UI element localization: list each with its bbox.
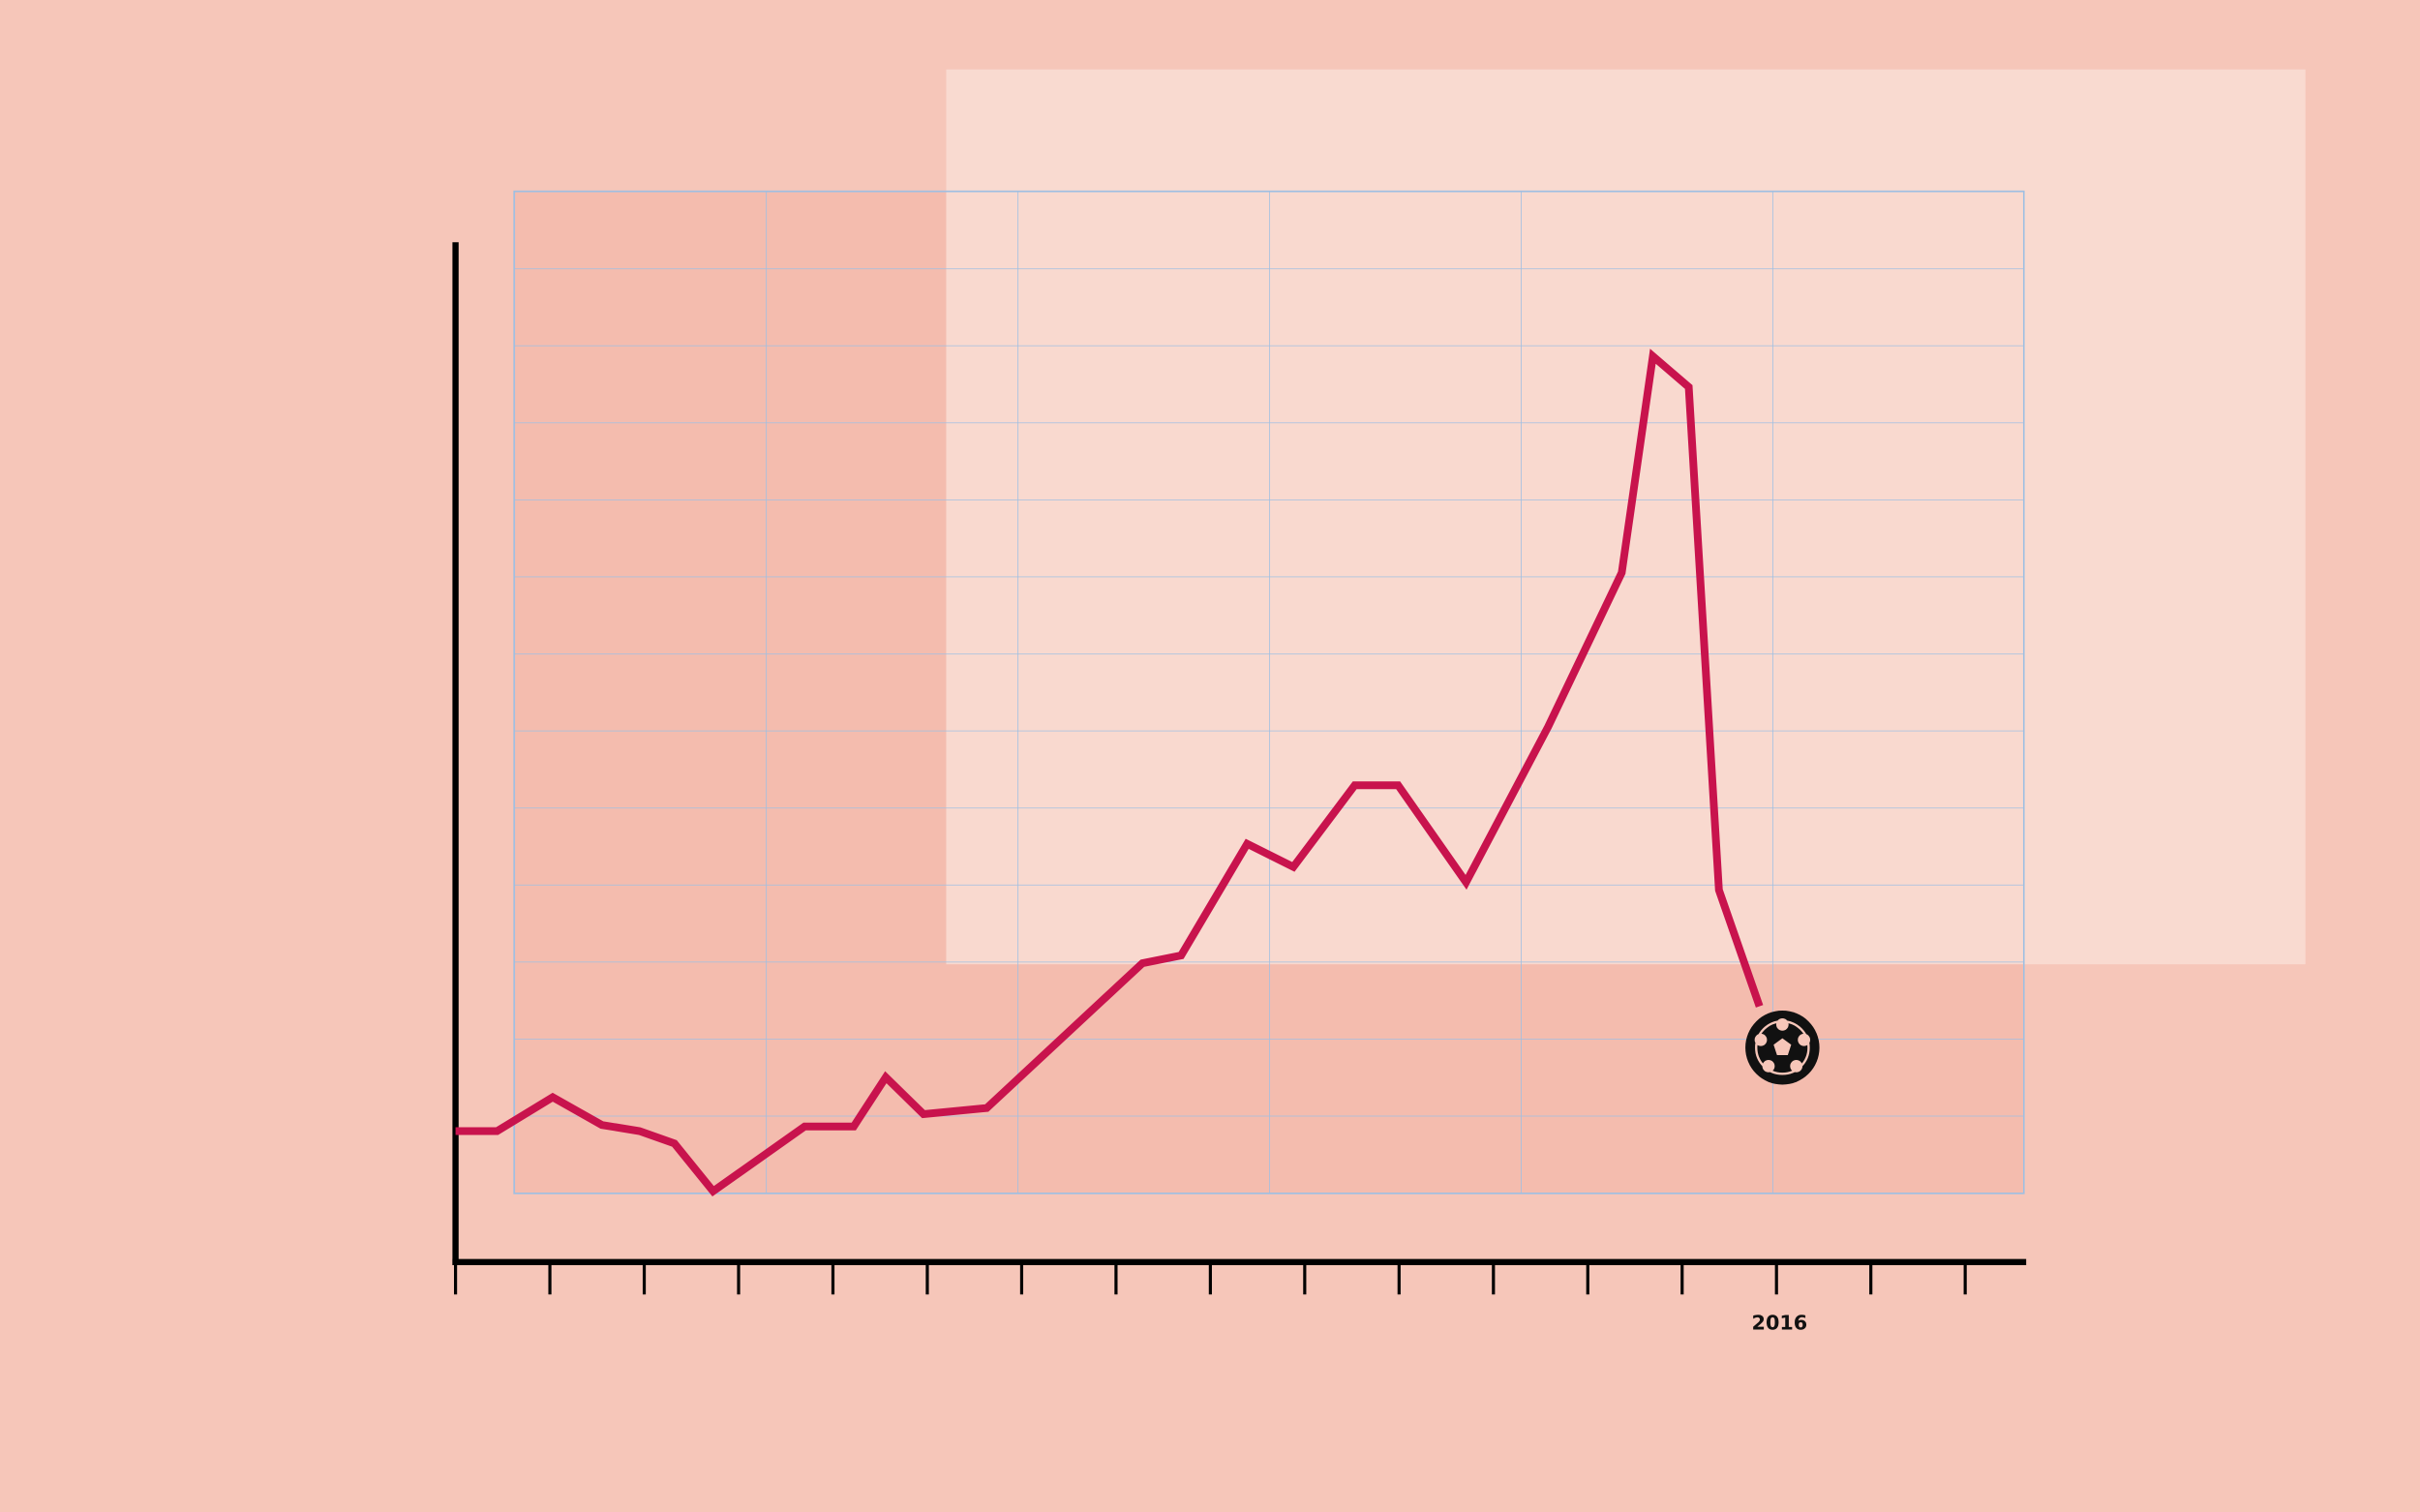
x-tick-label: 2016 [1752, 1312, 1808, 1335]
marks: 2016 [454, 348, 1967, 1335]
data-line [455, 348, 1764, 1196]
ball-icon [1745, 1010, 1820, 1085]
